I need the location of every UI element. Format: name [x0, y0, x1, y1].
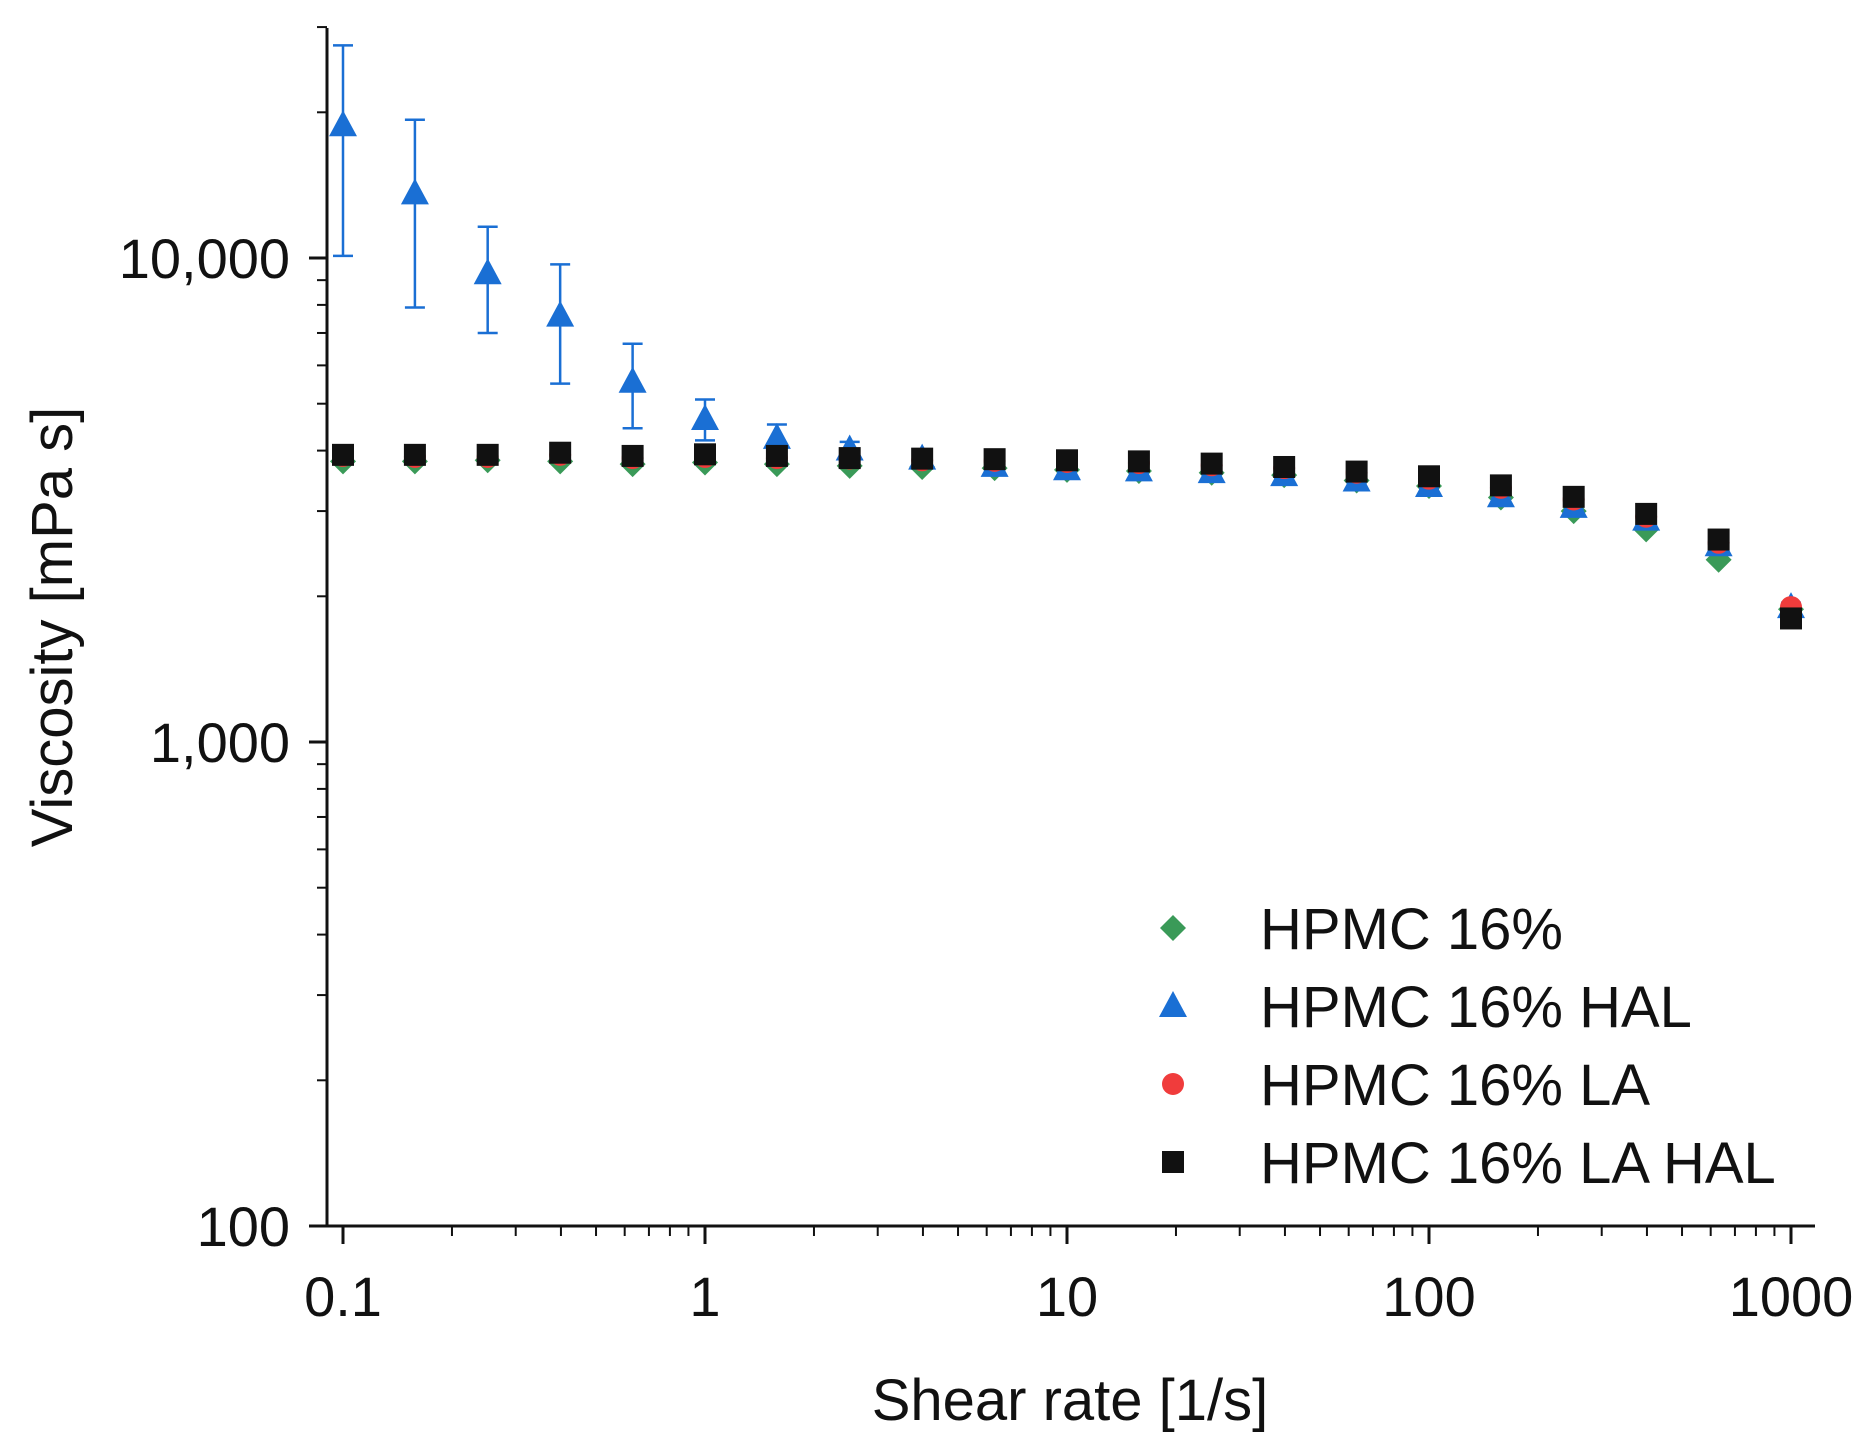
data-point	[1635, 502, 1658, 525]
data-point	[1489, 474, 1512, 497]
data-point	[329, 110, 357, 137]
data-point	[1127, 450, 1150, 473]
data-point	[1562, 485, 1585, 508]
x-tick-label: 0.1	[304, 1265, 382, 1328]
x-axis-title: Shear rate [1/s]	[872, 1368, 1269, 1433]
legend-label: HPMC 16% HAL	[1260, 975, 1692, 1040]
data-point	[403, 443, 426, 466]
data-point	[546, 300, 575, 327]
data-point	[983, 448, 1006, 471]
data-point	[400, 178, 429, 205]
series-group	[332, 441, 1802, 630]
series-layer	[329, 44, 1805, 630]
x-ticks: 0.1 1 10 100 1000	[304, 1226, 1853, 1328]
x-tick-label: 10	[1036, 1265, 1098, 1328]
y-tick-label: 10,000	[119, 227, 290, 290]
data-point	[476, 443, 499, 466]
data-point	[765, 444, 788, 467]
data-point	[621, 444, 644, 467]
x-tick-label: 1000	[1729, 1265, 1854, 1328]
data-point	[618, 366, 647, 393]
data-point	[1780, 607, 1802, 630]
data-point	[691, 403, 719, 430]
x-tick-label: 100	[1382, 1265, 1475, 1328]
legend-label: HPMC 16% LA HAL	[1260, 1131, 1776, 1196]
data-point	[473, 258, 502, 285]
data-point	[838, 447, 861, 470]
y-tick-label: 100	[197, 1195, 290, 1258]
data-point	[332, 443, 354, 466]
legend-marker	[1159, 991, 1187, 1017]
data-point	[762, 422, 791, 449]
axes: 0.1 1 10 100 1000 100 1,000 10,000	[119, 26, 1853, 1328]
data-point	[1707, 528, 1730, 551]
legend-marker	[1162, 1073, 1184, 1095]
data-point	[1345, 460, 1368, 483]
data-point	[1056, 449, 1078, 472]
legend-label: HPMC 16% LA	[1260, 1053, 1650, 1118]
data-point	[1273, 455, 1296, 478]
y-ticks: 100 1,000 10,000	[119, 26, 327, 1258]
data-point	[1200, 452, 1223, 475]
data-point	[911, 447, 934, 470]
data-point	[1418, 465, 1440, 488]
legend: HPMC 16% HPMC 16% HAL HPMC 16% LA HPMC 16% …	[1159, 897, 1776, 1196]
data-point	[549, 441, 572, 464]
x-tick-label: 1	[689, 1265, 720, 1328]
legend-label: HPMC 16%	[1260, 897, 1563, 962]
data-point	[694, 443, 716, 466]
y-tick-label: 1,000	[150, 711, 290, 774]
legend-marker	[1160, 915, 1186, 941]
legend-marker	[1162, 1151, 1184, 1173]
y-axis-title: Viscosity [mPa s]	[20, 407, 85, 848]
